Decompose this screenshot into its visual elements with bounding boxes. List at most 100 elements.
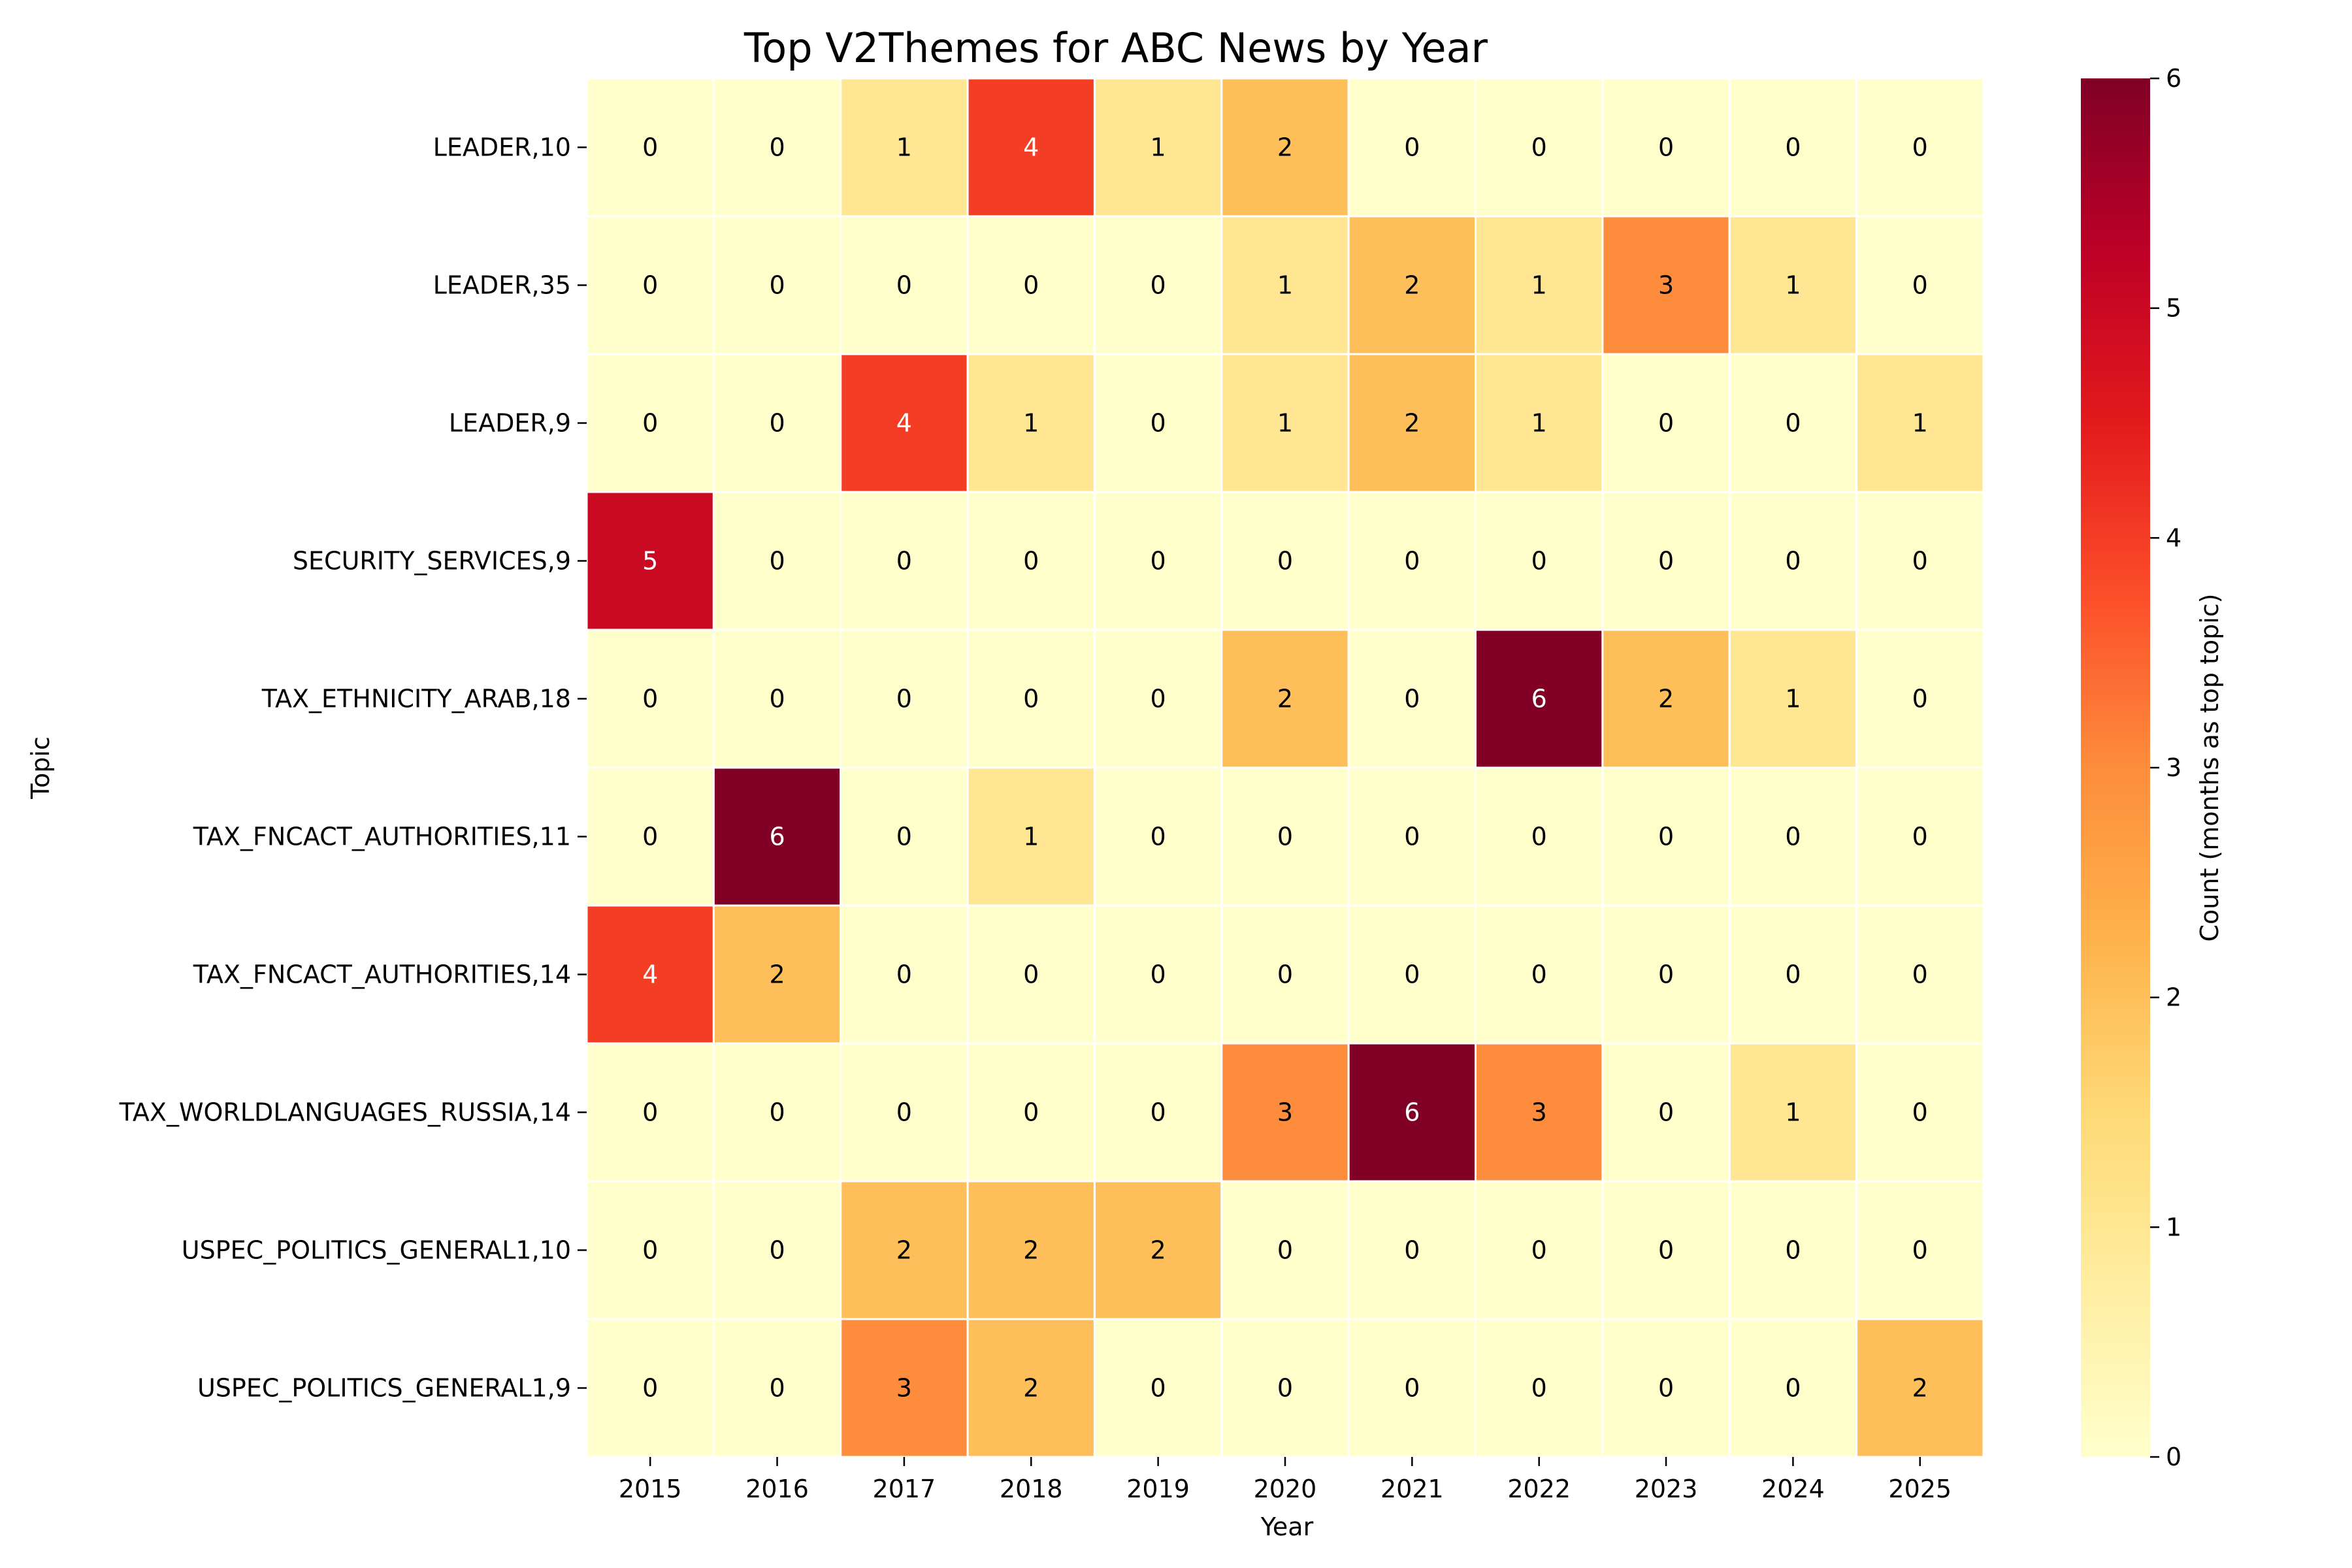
heatmap-cell	[1475, 904, 1604, 1045]
cell-value-label: 3	[1531, 1098, 1547, 1127]
heatmap-cell	[1220, 77, 1350, 218]
heatmap-cell	[1220, 1318, 1350, 1458]
cell-value-label: 6	[769, 823, 785, 851]
y-axis-ticks: LEADER,10 LEADER,35 LEADER,9 SECURITY_SERVI…	[119, 133, 587, 1403]
cell-value-label: 2	[1277, 133, 1293, 162]
cell-value-label: 0	[1912, 685, 1928, 713]
x-axis-label: Year	[1260, 1512, 1314, 1541]
heatmap-cell	[712, 77, 842, 218]
cell-value-label: 0	[1151, 685, 1166, 713]
cell-value-label: 2	[769, 960, 785, 989]
x-tick-label: 2025	[1888, 1475, 1952, 1503]
cell-value-label: 5	[642, 547, 658, 576]
cell-value-label: 3	[896, 1374, 912, 1403]
cell-value-label: 1	[1785, 1098, 1801, 1127]
cell-value-label: 0	[896, 823, 912, 851]
heatmap-cell	[1855, 1318, 1985, 1458]
cell-value-label: 0	[1658, 1374, 1674, 1403]
cell-value-label: 6	[1404, 1098, 1420, 1127]
heatmap-cell	[1475, 1042, 1604, 1183]
cell-value-label: 0	[1531, 823, 1547, 851]
colorbar-tick-label: 3	[2166, 753, 2181, 782]
heatmap-cell	[585, 1318, 715, 1458]
cell-value-label: 0	[1912, 960, 1928, 989]
x-tick-label: 2020	[1254, 1475, 1317, 1503]
heatmap-cell	[1220, 1180, 1350, 1320]
cell-value-label: 0	[896, 685, 912, 713]
cell-value-label: 2	[1277, 685, 1293, 713]
heatmap-cell	[585, 1042, 715, 1183]
heatmap-cell	[1347, 629, 1477, 769]
cell-value-label: 0	[1151, 271, 1166, 300]
heatmap-cell	[1347, 491, 1477, 631]
heatmap-cell	[1728, 1180, 1858, 1320]
heatmap-cell	[1728, 629, 1858, 769]
heatmap-cell	[1220, 353, 1350, 493]
cell-value-label: 1	[1277, 271, 1293, 300]
y-tick-label: USPEC_POLITICS_GENERAL1,9	[197, 1374, 571, 1403]
cell-value-label: 0	[1151, 1374, 1166, 1403]
cell-value-label: 0	[1785, 960, 1801, 989]
cell-value-label: 0	[896, 1098, 912, 1127]
heatmap-cell	[585, 77, 715, 218]
y-tick-label: LEADER,10	[433, 133, 571, 162]
cell-value-label: 0	[1277, 960, 1293, 989]
cell-value-label: 0	[1785, 1374, 1801, 1403]
heatmap-cell	[1855, 491, 1985, 631]
x-tick-label: 2019	[1126, 1475, 1190, 1503]
cell-value-label: 0	[1531, 133, 1547, 162]
heatmap-cell	[585, 766, 715, 907]
cell-value-label: 0	[1658, 823, 1674, 851]
cell-value-label: 1	[1785, 685, 1801, 713]
cell-value-label: 0	[1785, 547, 1801, 576]
x-tick-label: 2016	[745, 1475, 809, 1503]
cell-value-label: 3	[1658, 271, 1674, 300]
heatmap-cell	[1855, 629, 1985, 769]
heatmap-cell	[1475, 77, 1604, 218]
cell-value-label: 0	[769, 1098, 785, 1127]
cell-value-label: 0	[642, 1098, 658, 1127]
heatmap-cell	[1601, 353, 1731, 493]
x-tick-label: 2021	[1380, 1475, 1444, 1503]
cell-value-label: 0	[642, 823, 658, 851]
heatmap-cell	[840, 215, 969, 355]
cell-value-label: 6	[1531, 685, 1547, 713]
heatmap-cell	[585, 215, 715, 355]
heatmap-cell	[1475, 215, 1604, 355]
heatmap-cell	[1601, 904, 1731, 1045]
heatmap-cell	[1855, 904, 1985, 1045]
heatmap-cell	[1855, 215, 1985, 355]
cell-value-label: 0	[1658, 1098, 1674, 1127]
colorbar-tick-label: 0	[2166, 1443, 2181, 1471]
cell-value-label: 1	[1023, 409, 1039, 438]
heatmap-cell	[585, 904, 715, 1045]
heatmap-cell	[1220, 1042, 1350, 1183]
cell-value-label: 0	[769, 1236, 785, 1265]
heatmap-cell	[712, 1042, 842, 1183]
cell-value-label: 0	[642, 133, 658, 162]
cell-value-label: 0	[769, 133, 785, 162]
cell-value-label: 0	[642, 271, 658, 300]
heatmap-cell	[1220, 215, 1350, 355]
cell-value-label: 0	[1912, 1098, 1928, 1127]
heatmap-cell	[1855, 353, 1985, 493]
colorbar-tick-label: 1	[2166, 1213, 2181, 1241]
heatmap-cell	[966, 629, 1096, 769]
heatmap-cell	[1728, 77, 1858, 218]
y-tick-label: SECURITY_SERVICES,9	[293, 547, 571, 576]
cell-value-label: 0	[1277, 1374, 1293, 1403]
heatmap-cell	[1728, 215, 1858, 355]
heatmap-cell	[1855, 766, 1985, 907]
cell-value-label: 0	[896, 547, 912, 576]
y-axis-label: Topic	[26, 736, 55, 800]
cell-value-label: 0	[1151, 960, 1166, 989]
cell-value-label: 0	[1785, 1236, 1801, 1265]
x-tick-label: 2023	[1635, 1475, 1698, 1503]
colorbar-tick-label: 6	[2166, 64, 2181, 93]
colorbar-tick-label: 5	[2166, 294, 2181, 323]
heatmap-cell	[1093, 491, 1223, 631]
heatmap-cell	[1855, 1042, 1985, 1183]
heatmap-cell	[1728, 904, 1858, 1045]
cell-value-label: 0	[1658, 409, 1674, 438]
